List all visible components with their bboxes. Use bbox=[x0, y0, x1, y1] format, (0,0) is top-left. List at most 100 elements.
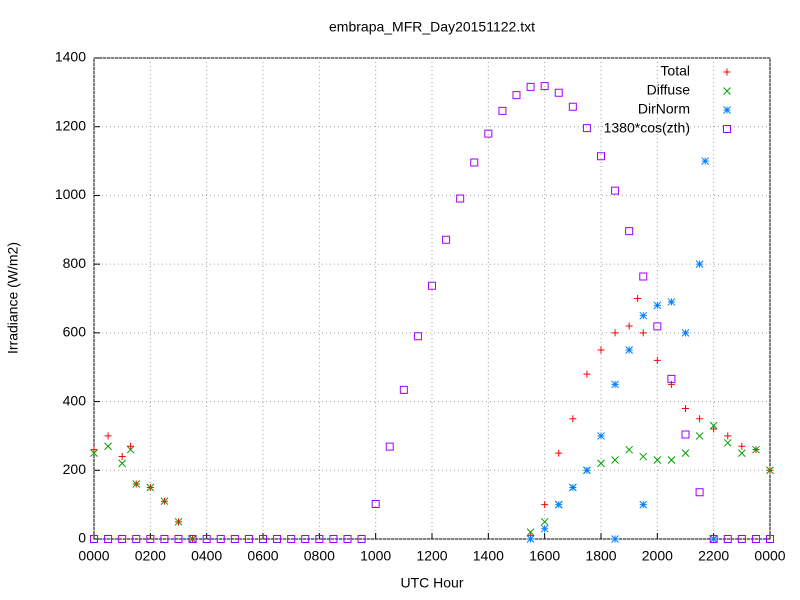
point bbox=[230, 535, 239, 543]
point bbox=[681, 449, 690, 457]
point bbox=[526, 528, 535, 536]
y-tick-label: 800 bbox=[63, 255, 87, 271]
point bbox=[695, 488, 704, 497]
x-tick-label: 0200 bbox=[135, 548, 166, 564]
point bbox=[132, 480, 141, 488]
point bbox=[259, 535, 267, 543]
point bbox=[723, 438, 732, 447]
y-tick-label: 400 bbox=[63, 392, 87, 408]
point bbox=[146, 483, 155, 492]
x-tick-label: 1000 bbox=[360, 548, 391, 564]
point bbox=[188, 535, 197, 543]
x-tick-label: 2000 bbox=[642, 548, 673, 564]
point bbox=[273, 535, 282, 543]
point bbox=[569, 415, 577, 423]
point bbox=[160, 535, 169, 543]
point bbox=[724, 432, 732, 440]
x-tick-label: 1200 bbox=[416, 548, 447, 564]
x-tick-label: 1400 bbox=[473, 548, 504, 564]
point bbox=[709, 535, 718, 543]
point bbox=[484, 129, 493, 138]
point bbox=[343, 535, 352, 543]
point bbox=[639, 311, 648, 320]
point bbox=[667, 374, 676, 383]
point bbox=[132, 535, 141, 543]
x-tick-label: 0800 bbox=[304, 548, 335, 564]
point bbox=[90, 446, 98, 454]
point bbox=[583, 370, 591, 378]
point bbox=[625, 445, 634, 454]
x-tick-label: 1800 bbox=[585, 548, 616, 564]
point bbox=[127, 442, 135, 450]
point bbox=[695, 432, 704, 440]
legend-symbol bbox=[723, 106, 731, 114]
point bbox=[413, 332, 422, 341]
point bbox=[371, 499, 380, 508]
point bbox=[399, 385, 408, 394]
point bbox=[682, 404, 689, 412]
legend-label: DirNorm bbox=[638, 101, 690, 117]
point bbox=[709, 535, 718, 543]
point bbox=[752, 445, 760, 454]
legend-label: 1380*cos(zth) bbox=[604, 120, 690, 136]
point bbox=[442, 235, 451, 244]
point bbox=[611, 456, 619, 464]
point bbox=[287, 535, 296, 543]
point bbox=[766, 466, 774, 475]
point bbox=[709, 421, 718, 430]
point bbox=[597, 152, 605, 161]
legend-label: Diffuse bbox=[647, 82, 691, 98]
point bbox=[568, 483, 577, 492]
legend-label: Total bbox=[660, 63, 690, 79]
point bbox=[541, 501, 549, 509]
point bbox=[554, 500, 563, 509]
point bbox=[498, 106, 507, 115]
point bbox=[737, 449, 746, 457]
legend-symbol bbox=[723, 87, 731, 95]
y-tick-label: 1200 bbox=[55, 117, 86, 133]
x-tick-label: 2200 bbox=[698, 548, 729, 564]
point bbox=[301, 535, 310, 543]
point bbox=[126, 445, 135, 454]
point bbox=[701, 157, 710, 165]
point bbox=[639, 452, 648, 461]
x-tick-label: 0600 bbox=[247, 548, 278, 564]
point bbox=[611, 380, 619, 389]
point bbox=[667, 298, 676, 306]
point bbox=[216, 535, 225, 543]
point bbox=[329, 535, 338, 543]
point bbox=[174, 535, 183, 543]
y-tick-label: 1400 bbox=[55, 49, 86, 65]
point bbox=[315, 535, 324, 543]
point bbox=[667, 456, 676, 464]
point bbox=[202, 535, 211, 543]
y-tick-label: 0 bbox=[78, 530, 86, 546]
point bbox=[554, 88, 563, 97]
point bbox=[696, 415, 704, 423]
y-tick-label: 1000 bbox=[55, 186, 86, 202]
point bbox=[639, 329, 647, 337]
point bbox=[104, 535, 113, 543]
point bbox=[526, 535, 535, 543]
point bbox=[540, 82, 549, 91]
point bbox=[681, 329, 690, 337]
point bbox=[723, 535, 732, 543]
point bbox=[512, 91, 521, 100]
point bbox=[653, 322, 662, 331]
point bbox=[611, 329, 619, 337]
x-axis-label: UTC Hour bbox=[400, 575, 463, 591]
point bbox=[625, 346, 634, 354]
x-tick-label: 1600 bbox=[529, 548, 560, 564]
point bbox=[653, 356, 661, 364]
point bbox=[695, 260, 704, 268]
point bbox=[146, 535, 155, 543]
point bbox=[104, 442, 112, 451]
point bbox=[188, 535, 197, 543]
y-axis-label: Irradiance (W/m2) bbox=[5, 242, 21, 354]
point bbox=[625, 322, 633, 330]
point bbox=[597, 432, 605, 440]
point bbox=[639, 272, 648, 281]
legend-symbol bbox=[723, 125, 731, 133]
point bbox=[625, 227, 634, 236]
